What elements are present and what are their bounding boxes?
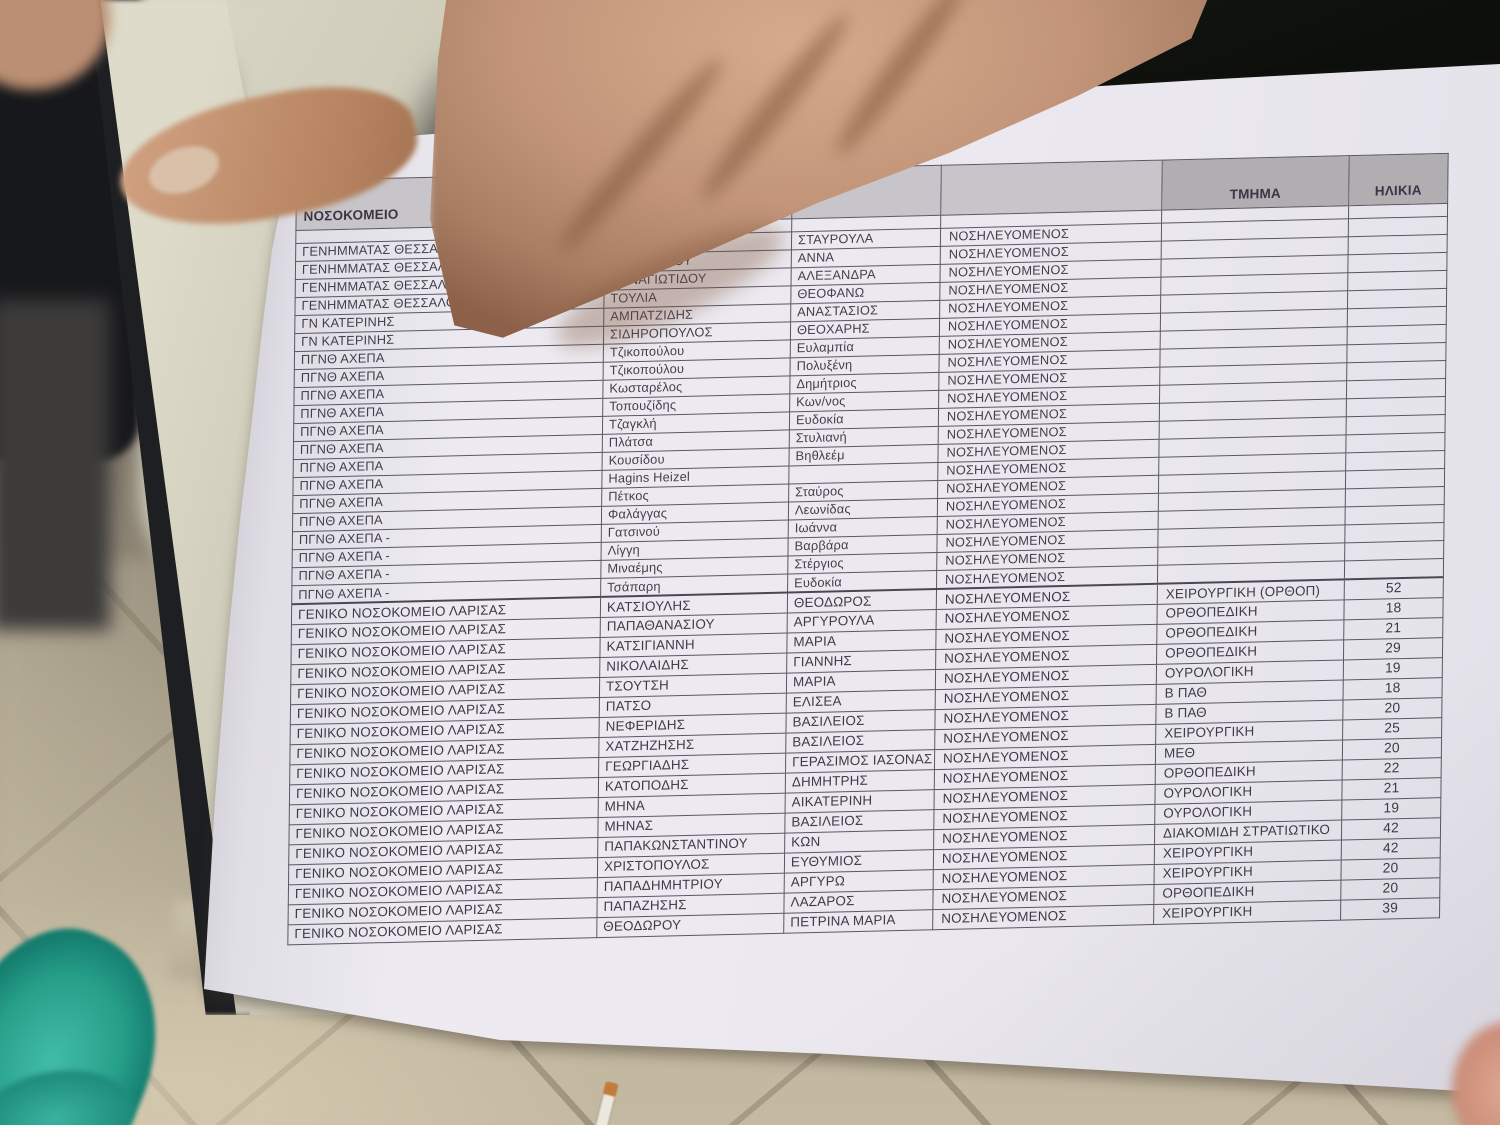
- cell-age: [1345, 486, 1445, 507]
- cell-age: [1348, 216, 1448, 237]
- cell-age: [1347, 306, 1447, 327]
- cell-surname: ΘΕΟΔΩΡΟΥ: [596, 912, 784, 938]
- cell-age: [1345, 432, 1446, 453]
- cell-age: 20: [1342, 737, 1442, 760]
- cell-age: 42: [1341, 817, 1441, 840]
- cell-age: [1346, 414, 1446, 435]
- cell-age: [1344, 540, 1444, 561]
- cell-age: 39: [1340, 897, 1440, 920]
- cell-age: 29: [1343, 637, 1443, 660]
- cell-age: [1344, 558, 1444, 580]
- cell-age: [1346, 378, 1446, 399]
- cell-age: 20: [1342, 697, 1443, 720]
- cell-age: 21: [1343, 617, 1443, 640]
- car-door-interior-lower: [0, 300, 110, 630]
- cell-age: [1346, 396, 1446, 417]
- cell-department: ΧΕΙΡΟΥΡΓΙΚΗ: [1153, 899, 1341, 925]
- cell-age: 42: [1341, 837, 1441, 860]
- cell-age: 19: [1343, 657, 1443, 680]
- cell-age: 25: [1342, 717, 1442, 740]
- cell-age: [1345, 504, 1445, 525]
- header-department: ΤΜΗΜΑ: [1161, 155, 1350, 211]
- cell-age: [1347, 252, 1448, 273]
- cell-age: 20: [1340, 877, 1440, 900]
- cell-age: 20: [1340, 857, 1441, 880]
- cell-age: 18: [1343, 677, 1443, 700]
- cell-age: [1346, 342, 1447, 363]
- cell-age: 22: [1342, 757, 1442, 780]
- cell-age: [1344, 522, 1444, 543]
- header-empty-2: [940, 160, 1163, 216]
- header-age: ΗΛΙΚΙΑ: [1348, 153, 1449, 206]
- cell-age: [1347, 324, 1447, 345]
- cell-age: 19: [1341, 797, 1441, 820]
- cell-age: 18: [1343, 597, 1444, 620]
- cell-first-name: ΠΕΤΡΙΝΑ ΜΑΡΙΑ: [783, 909, 933, 933]
- cigarette-body: [595, 1093, 615, 1125]
- cell-age: [1347, 270, 1447, 291]
- cell-age: 52: [1344, 577, 1444, 600]
- cell-age: [1345, 468, 1445, 489]
- cell-age: 21: [1341, 777, 1442, 800]
- cell-age: [1346, 360, 1446, 381]
- cell-age: [1347, 288, 1447, 309]
- cell-age: [1348, 234, 1448, 255]
- cell-age: [1345, 450, 1445, 471]
